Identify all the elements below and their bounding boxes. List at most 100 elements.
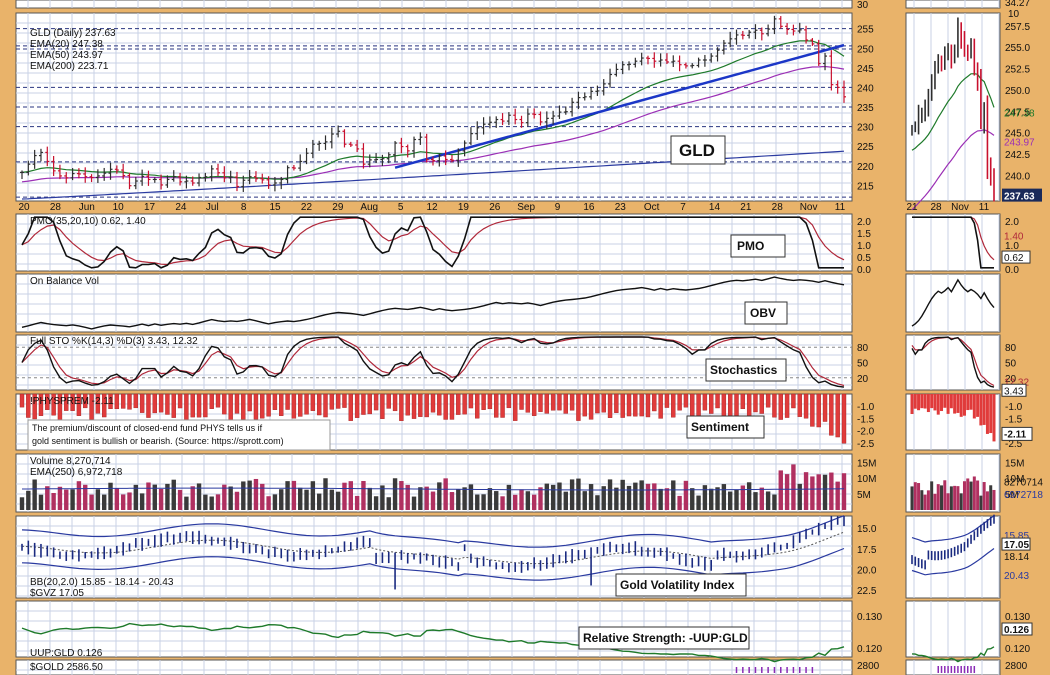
zoom-volume-bar — [985, 491, 989, 510]
sentiment-note-line2: gold sentiment is bullish or bearish. (S… — [32, 436, 284, 446]
volume-bar — [215, 494, 221, 510]
zoom-sentiment-bar — [959, 394, 963, 417]
sentiment-bar — [456, 393, 461, 415]
sentiment-bar — [822, 393, 828, 422]
price-tick: 215 — [857, 181, 874, 192]
sentiment-bar — [803, 393, 809, 419]
price-tick: 250 — [857, 44, 874, 55]
sentiment-bar — [70, 393, 75, 411]
volume-bar — [633, 482, 638, 510]
sentiment-bar — [652, 393, 657, 412]
bb-legend: BB(20,2.0) 15.85 - 18.14 - 20.43 — [30, 577, 174, 588]
volume-bar — [291, 480, 297, 510]
bb-mid-line — [21, 531, 845, 565]
sentiment-tag: Sentiment — [691, 420, 749, 434]
sto-d-line — [21, 336, 845, 387]
volume-bar — [607, 479, 613, 510]
volume-bar — [544, 483, 550, 510]
date-tick: 28 — [772, 202, 784, 213]
sentiment-bar — [797, 393, 802, 417]
sto-tag: Stochastics — [710, 363, 778, 377]
zoom-volume-tick: 10M — [1005, 474, 1024, 485]
volume-bar — [260, 483, 265, 510]
sentiment-bar — [354, 393, 360, 418]
zoom-volume-bar — [966, 478, 970, 510]
sentiment-bar — [405, 393, 410, 416]
zoom-sentiment-box — [1001, 426, 1033, 441]
pmo-tick: 1.5 — [857, 229, 871, 240]
date-tick: 12 — [426, 202, 438, 213]
volume-bar — [32, 479, 37, 510]
sentiment-bar — [266, 393, 271, 417]
volume-bar — [102, 494, 107, 510]
sentiment-bar — [582, 393, 587, 417]
zoom-sentiment-tick: -1.0 — [1005, 402, 1023, 413]
sentiment-bar — [165, 393, 170, 415]
zoom-volume-bar — [936, 484, 940, 510]
volume-bar — [576, 478, 581, 510]
sentiment-bar — [146, 393, 151, 418]
sentiment-bar — [772, 393, 777, 418]
sentiment-bar — [26, 393, 31, 418]
date-tick: 16 — [583, 202, 595, 213]
sentiment-bar — [430, 393, 436, 413]
volume-bar — [203, 494, 208, 510]
sentiment-bar — [620, 393, 625, 418]
sentiment-bar — [709, 393, 714, 414]
volume-bar — [367, 487, 372, 510]
volume-bar — [95, 489, 101, 510]
volume-bar — [671, 480, 676, 510]
zoom-sto-k-value: 3.43 — [1004, 386, 1024, 397]
sentiment-bar — [19, 393, 25, 408]
zoom-pmo-line — [912, 216, 994, 269]
ticker-label: GLD (Daily) 237.63 — [30, 28, 116, 39]
bb-upper-line — [21, 515, 845, 548]
sentiment-bar — [51, 393, 56, 416]
date-tick: 8 — [241, 202, 247, 213]
panel-gold — [15, 659, 853, 675]
volume-bar — [253, 478, 259, 510]
sentiment-bar — [607, 393, 613, 418]
gld-big-label: GLD — [679, 141, 715, 160]
zoom-gvz-box — [1001, 537, 1031, 551]
date-tick: 9 — [555, 202, 561, 213]
volume-bar — [639, 480, 644, 510]
ema50-legend: EMA(50) 243.97 — [30, 50, 103, 61]
rs-tag: Relative Strength: -UUP:GLD — [583, 631, 748, 645]
sentiment-bar — [83, 393, 88, 409]
zoom-panel-pmo — [905, 213, 1001, 272]
sentiment-bar — [222, 393, 227, 415]
sentiment-bar — [601, 393, 606, 413]
sentiment-bar — [392, 393, 398, 412]
zoom-sentiment-bar — [926, 394, 930, 413]
zoom-panel-main — [905, 12, 1001, 202]
zoom-volume-bar — [989, 485, 993, 510]
zoom-sentiment-value: -2.11 — [1004, 429, 1027, 440]
sentiment-bar — [316, 393, 322, 416]
sentiment-bar — [437, 393, 442, 416]
zoom-date-tick: Nov — [951, 202, 969, 213]
zoom-sentiment-bar — [969, 394, 973, 410]
sto-k-line — [21, 336, 845, 388]
volume-bar — [519, 489, 524, 510]
volume-bar — [279, 489, 284, 510]
sentiment-bar — [519, 393, 524, 410]
date-tick: 15 — [270, 202, 282, 213]
sentiment-bar — [500, 393, 505, 418]
zoom-pmo-tick: 2.0 — [1005, 217, 1019, 228]
date-tick: 23 — [615, 202, 627, 213]
ema200-legend: EMA(200) 223.71 — [30, 61, 109, 72]
zoom-panel-obv — [905, 273, 1001, 333]
volume-bar — [759, 487, 764, 510]
volume-tick: 10M — [857, 474, 876, 485]
volume-bar — [342, 482, 347, 510]
zoom-volume-tick: 15M — [1005, 458, 1024, 469]
date-tick: Jul — [206, 202, 219, 213]
sentiment-bar — [285, 393, 290, 410]
volume-bar — [538, 487, 543, 510]
ema20-legend: EMA(20) 247.38 — [30, 39, 103, 50]
volume-bar — [304, 489, 309, 510]
zoom-sentiment-bar — [956, 394, 960, 413]
volume-ema-line — [22, 487, 845, 491]
zoom-pmo-value: 0.62 — [1004, 253, 1024, 264]
